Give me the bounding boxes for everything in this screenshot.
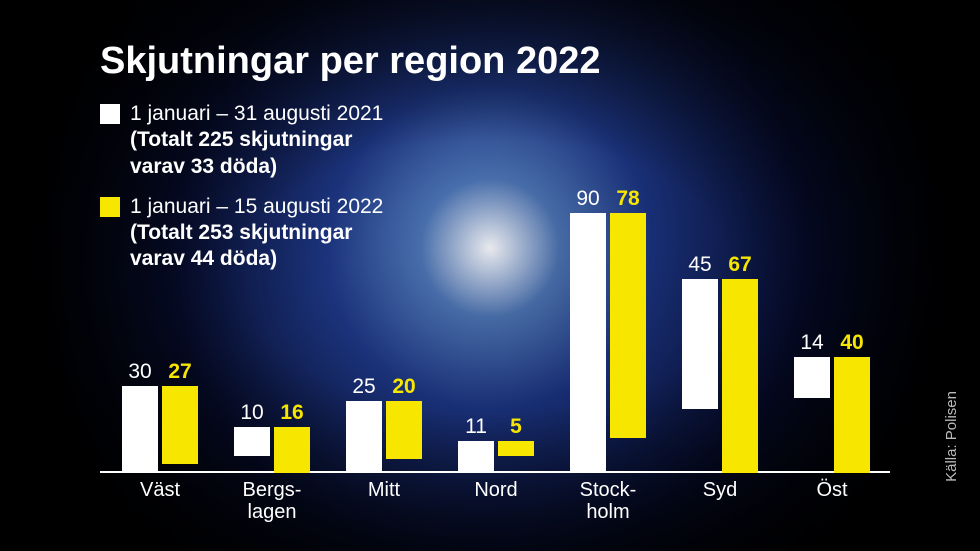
bar-value-2022: 16 bbox=[274, 401, 310, 425]
bar-value-2021: 10 bbox=[234, 401, 270, 425]
bar-2022: 20 bbox=[386, 401, 422, 459]
swatch-2021 bbox=[100, 104, 120, 124]
bar-value-2021: 25 bbox=[346, 375, 382, 399]
bar-value-2022: 5 bbox=[498, 415, 534, 439]
legend-text-2021: 1 januari – 31 augusti 2021 (Totalt 225 … bbox=[130, 101, 383, 180]
bar-group: 4567Syd bbox=[670, 279, 770, 473]
bar-2021: 10 bbox=[234, 427, 270, 456]
bar-value-2022: 67 bbox=[722, 253, 758, 277]
bar-2022: 16 bbox=[274, 427, 310, 473]
bar-2022: 5 bbox=[498, 441, 534, 455]
bar-2021: 30 bbox=[122, 386, 158, 473]
bar-value-2022: 40 bbox=[834, 331, 870, 355]
bar-2022: 40 bbox=[834, 357, 870, 473]
bar-value-2021: 90 bbox=[570, 187, 606, 211]
bar-2021: 25 bbox=[346, 401, 382, 473]
legend-period-2021: 1 januari – 31 augusti 2021 bbox=[130, 102, 383, 125]
legend-summary1-2021: (Totalt 225 skjutningar bbox=[130, 128, 352, 151]
bar-value-2022: 78 bbox=[610, 187, 646, 211]
bar-value-2022: 20 bbox=[386, 375, 422, 399]
bar-value-2022: 27 bbox=[162, 360, 198, 384]
bar-2021: 14 bbox=[794, 357, 830, 397]
bar-group: 2520Mitt bbox=[334, 401, 434, 473]
bar-value-2021: 45 bbox=[682, 253, 718, 277]
legend-summary2-2021: varav 33 döda) bbox=[130, 155, 277, 178]
category-label: Öst bbox=[762, 479, 902, 501]
bar-value-2021: 30 bbox=[122, 360, 158, 384]
bar-group: 9078Stock-holm bbox=[558, 213, 658, 473]
bar-value-2021: 11 bbox=[458, 415, 494, 439]
bar-group: 1440Öst bbox=[782, 357, 882, 473]
bar-group: 3027Väst bbox=[110, 386, 210, 473]
bar-2021: 11 bbox=[458, 441, 494, 473]
bar-2022: 27 bbox=[162, 386, 198, 464]
bar-2021: 90 bbox=[570, 213, 606, 473]
bar-2022: 78 bbox=[610, 213, 646, 438]
chart-title: Skjutningar per region 2022 bbox=[100, 40, 920, 83]
legend-item-2021: 1 januari – 31 augusti 2021 (Totalt 225 … bbox=[100, 101, 920, 180]
chart-container: Skjutningar per region 2022 1 januari – … bbox=[0, 0, 980, 551]
bar-2021: 45 bbox=[682, 279, 718, 409]
bar-2022: 67 bbox=[722, 279, 758, 473]
source-text: Källa: Polisen bbox=[943, 391, 960, 482]
bar-value-2021: 14 bbox=[794, 331, 830, 355]
bar-group: 115Nord bbox=[446, 441, 546, 473]
bar-chart: 3027Väst1016Bergs-lagen2520Mitt115Nord90… bbox=[100, 193, 890, 513]
bar-group: 1016Bergs-lagen bbox=[222, 427, 322, 473]
